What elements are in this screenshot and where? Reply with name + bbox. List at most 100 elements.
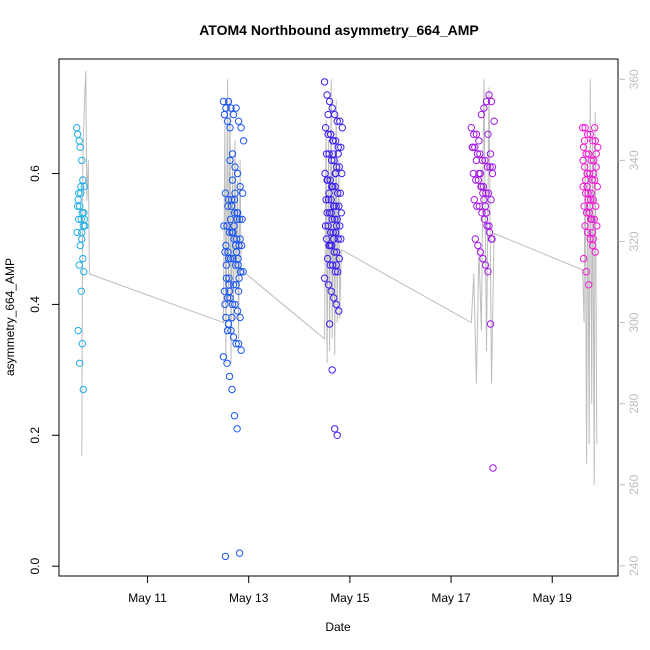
data-point	[594, 143, 602, 152]
data-point	[485, 91, 493, 99]
data-point	[239, 268, 247, 276]
data-point	[581, 176, 590, 184]
data-point	[76, 202, 84, 210]
data-point	[333, 222, 341, 230]
data-point	[228, 385, 236, 394]
data-point	[331, 215, 339, 224]
data-point	[335, 307, 343, 315]
data-point	[229, 254, 237, 263]
data-point	[224, 97, 233, 106]
data-point	[80, 209, 88, 217]
x-axis: May 11 May 13 May 15 May 17 May 19	[128, 576, 572, 605]
data-point	[487, 97, 496, 106]
data-point	[231, 261, 240, 269]
data-point	[233, 215, 241, 224]
data-point	[223, 294, 232, 302]
data-point	[336, 222, 344, 230]
data-point	[589, 235, 597, 243]
data-point	[330, 235, 338, 243]
data-point	[483, 222, 491, 230]
y2-tick-label: 240	[627, 556, 641, 576]
data-point	[77, 287, 86, 295]
data-point	[484, 189, 493, 197]
data-point	[590, 156, 598, 165]
data-point	[222, 261, 231, 269]
data-point	[228, 176, 237, 184]
data-point	[337, 235, 345, 243]
data-point	[80, 268, 88, 276]
data-point	[230, 222, 238, 230]
data-point	[585, 281, 593, 289]
data-point	[480, 196, 488, 204]
y-tick-label: 0.2	[28, 427, 42, 444]
data-point	[334, 235, 342, 243]
data-point	[237, 346, 245, 354]
y-tick-label: 0.6	[28, 165, 42, 182]
data-point	[327, 287, 335, 295]
data-point	[338, 124, 346, 132]
data-point	[225, 287, 234, 295]
data-point	[226, 254, 235, 263]
data-point	[592, 163, 600, 171]
data-point	[222, 241, 230, 250]
data-point	[323, 254, 332, 263]
data-point	[78, 228, 86, 237]
data-point	[467, 124, 475, 132]
data-point	[327, 228, 335, 237]
data-point	[338, 169, 346, 178]
data-point	[329, 261, 337, 269]
data-point	[73, 124, 81, 132]
data-point	[332, 202, 340, 210]
data-point	[579, 143, 588, 152]
data-point	[471, 143, 479, 152]
data-point	[481, 202, 490, 210]
data-point	[328, 104, 336, 112]
data-point	[470, 130, 478, 139]
data-point	[75, 261, 83, 269]
data-point	[582, 268, 590, 276]
data-point	[474, 241, 482, 250]
data-point	[79, 385, 88, 394]
points	[73, 78, 602, 561]
data-point	[75, 215, 83, 224]
data-point	[472, 130, 481, 139]
data-point	[469, 143, 477, 152]
data-point	[223, 117, 232, 125]
data-point	[335, 254, 343, 263]
data-point	[593, 222, 601, 230]
y2-tick-label: 340	[627, 150, 641, 170]
data-point	[335, 202, 343, 210]
data-point	[587, 156, 595, 165]
data-point	[322, 235, 331, 243]
data-point	[234, 117, 243, 125]
data-point	[219, 353, 228, 361]
data-point	[487, 235, 496, 243]
data-point	[331, 182, 339, 191]
data-point	[80, 215, 89, 224]
data-point	[321, 222, 330, 230]
data-point	[223, 222, 231, 230]
data-point	[334, 268, 342, 276]
y2-tick-label: 320	[627, 231, 641, 251]
data-point	[236, 313, 244, 322]
data-point	[235, 549, 244, 557]
data-point	[330, 248, 338, 256]
data-point	[325, 97, 334, 106]
x-tick-label: May 19	[533, 591, 573, 605]
data-point	[469, 169, 477, 178]
chart-title: ATOM4 Northbound asymmetry_664_AMP	[199, 22, 479, 38]
data-point	[476, 150, 484, 158]
data-point	[483, 163, 492, 171]
data-point	[482, 189, 490, 197]
data-point	[76, 143, 84, 152]
data-point	[328, 182, 336, 191]
data-point	[324, 281, 333, 289]
data-point	[220, 287, 229, 295]
data-point	[74, 202, 82, 210]
data-point	[490, 117, 498, 125]
data-point	[322, 196, 330, 204]
data-point	[580, 137, 589, 145]
data-point	[325, 150, 333, 158]
y2-tick-label: 280	[627, 393, 641, 413]
data-point	[481, 156, 489, 165]
